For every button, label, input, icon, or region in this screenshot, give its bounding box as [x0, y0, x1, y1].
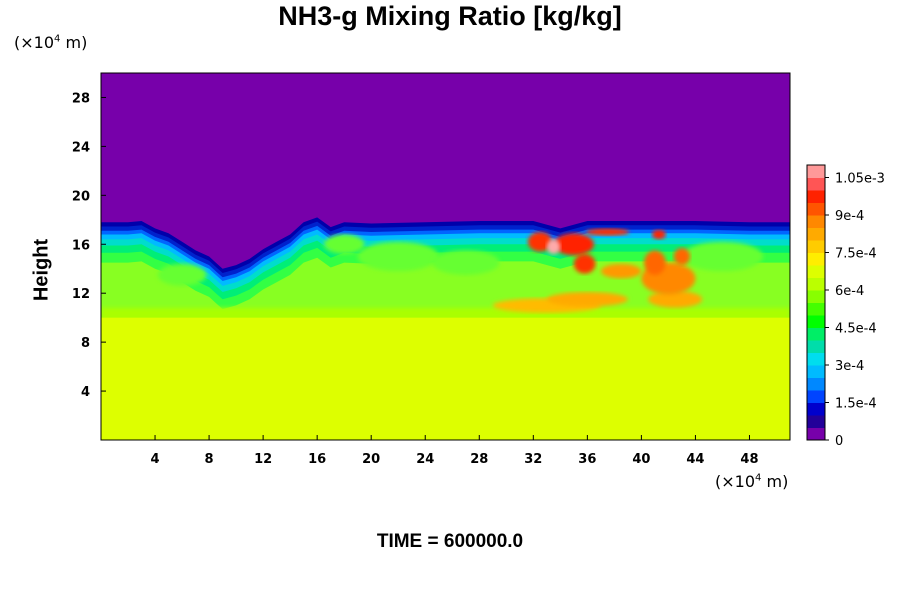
colorbar-segment: [807, 190, 825, 203]
green-patch-4: [323, 234, 365, 255]
high-value-blob-4: [644, 250, 666, 275]
green-patch-2: [431, 250, 500, 275]
heatmap-field: [101, 73, 790, 440]
high-value-blob-8: [527, 232, 553, 252]
y-tick-label: 4: [81, 385, 90, 400]
colorbar-segment: [807, 402, 825, 416]
colorbar-tick-label: 4.5e-4: [835, 322, 877, 337]
high-value-blob-2: [648, 290, 703, 308]
chart-title: NH3-g Mixing Ratio [kg/kg]: [278, 1, 622, 31]
y-axis-unit: (×104 m): [14, 33, 88, 52]
colorbar-segment: [807, 165, 825, 178]
colorbar-segment: [807, 415, 825, 428]
high-value-blob-6: [600, 263, 642, 279]
x-tick-label: 44: [686, 452, 704, 467]
colorbar-segment: [807, 427, 825, 441]
colorbar-segment: [807, 390, 825, 403]
colorbar-tick-label: 0: [835, 434, 843, 449]
green-patch-1: [357, 241, 439, 272]
plot-frame: [100, 72, 791, 441]
colorbar-segment: [807, 265, 825, 278]
y-tick-label: 28: [72, 91, 90, 106]
x-tick-label: 36: [578, 452, 596, 467]
colorbar-segment: [807, 340, 825, 353]
time-label: TIME = 600000.0: [376, 531, 524, 552]
x-tick-label: 28: [470, 452, 488, 467]
high-value-blob-1: [546, 291, 628, 307]
high-value-blob-10: [586, 228, 630, 236]
colorbar-segment: [807, 352, 825, 366]
high-value-blob-12: [673, 247, 691, 266]
colorbar-tick-label: 3e-4: [835, 359, 864, 374]
x-tick-label: 16: [308, 452, 326, 467]
colorbar-segment: [807, 290, 825, 303]
high-value-blob-9: [546, 239, 561, 255]
x-tick-label: 48: [740, 452, 758, 467]
green-patch-0: [157, 263, 207, 286]
x-tick-label: 32: [524, 452, 542, 467]
colorbar-segment: [807, 227, 825, 241]
colorbar-frame: [806, 164, 826, 441]
x-tick-label: 24: [416, 452, 434, 467]
colorbar-segment: [807, 365, 825, 378]
y-tick-label: 16: [72, 238, 90, 253]
high-value-blob-5: [573, 254, 596, 274]
colorbar-segment: [807, 215, 825, 228]
high-value-blob-7: [553, 233, 595, 256]
colorbar-segment: [807, 327, 825, 341]
colorbar: 0 1.5e-4 3e-4 4.5e-4 6e-4 7.5e-4 9e-4 1.05e-3: [806, 164, 885, 449]
colorbar-segment: [807, 177, 825, 191]
colorbar-segment: [807, 377, 825, 391]
colorbar-segment: [807, 277, 825, 291]
colorbar-tick-label: 9e-4: [835, 209, 864, 224]
colorbar-tick-label: 1.05e-3: [835, 172, 885, 187]
region-lower: [101, 317, 790, 440]
y-tick-label: 20: [72, 189, 90, 204]
y-tick-label: 24: [72, 140, 90, 155]
colorbar-segment: [807, 302, 825, 316]
x-tick-label: 8: [205, 452, 214, 467]
colorbar-segment: [807, 240, 825, 253]
green-patch-3: [681, 241, 763, 272]
x-tick-label: 12: [254, 452, 272, 467]
y-tick-label: 12: [72, 287, 90, 302]
colorbar-tick-label: 7.5e-4: [835, 247, 877, 262]
colorbar-tick-label: 1.5e-4: [835, 397, 877, 412]
y-tick-label: 8: [81, 336, 90, 351]
colorbar-segment: [807, 202, 825, 216]
x-axis-ticks: 4 8 12 16 20 24 28 32 36 40 44 48: [151, 435, 759, 467]
x-tick-label: 40: [632, 452, 650, 467]
x-axis-unit: (×104 m): [715, 472, 789, 491]
colorbar-segment: [807, 315, 825, 328]
y-axis-ticks: 4 8 12 16 20 24 28: [72, 91, 106, 400]
colorbar-tick-label: 6e-4: [835, 284, 864, 299]
colorbar-segment: [807, 252, 825, 266]
x-tick-label: 20: [362, 452, 380, 467]
high-value-blob-11: [652, 229, 666, 240]
x-tick-label: 4: [151, 452, 160, 467]
